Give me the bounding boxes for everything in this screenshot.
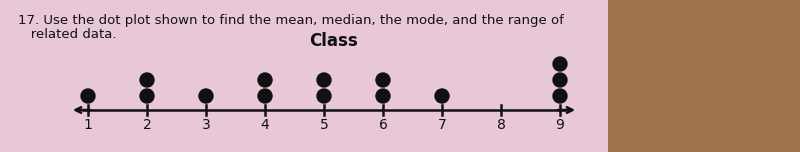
- Circle shape: [258, 89, 272, 103]
- Text: 8: 8: [497, 118, 506, 132]
- Circle shape: [199, 89, 213, 103]
- Circle shape: [258, 73, 272, 87]
- Circle shape: [317, 89, 331, 103]
- Text: Class: Class: [310, 32, 358, 50]
- Bar: [0, 0, 608, 152]
- Circle shape: [553, 89, 567, 103]
- Circle shape: [317, 73, 331, 87]
- Circle shape: [376, 89, 390, 103]
- Circle shape: [553, 57, 567, 71]
- Circle shape: [81, 89, 95, 103]
- Text: 6: 6: [378, 118, 387, 132]
- Text: 2: 2: [142, 118, 151, 132]
- Text: 17. Use the dot plot shown to find the mean, median, the mode, and the range of: 17. Use the dot plot shown to find the m…: [18, 14, 564, 27]
- Bar: [608, 0, 800, 152]
- Text: 4: 4: [261, 118, 270, 132]
- Text: 1: 1: [83, 118, 93, 132]
- Text: 3: 3: [202, 118, 210, 132]
- Text: 5: 5: [320, 118, 328, 132]
- Circle shape: [140, 89, 154, 103]
- Text: 9: 9: [555, 118, 565, 132]
- Circle shape: [140, 73, 154, 87]
- Circle shape: [553, 73, 567, 87]
- Circle shape: [376, 73, 390, 87]
- Text: related data.: related data.: [18, 28, 117, 41]
- Text: 7: 7: [438, 118, 446, 132]
- Circle shape: [435, 89, 449, 103]
